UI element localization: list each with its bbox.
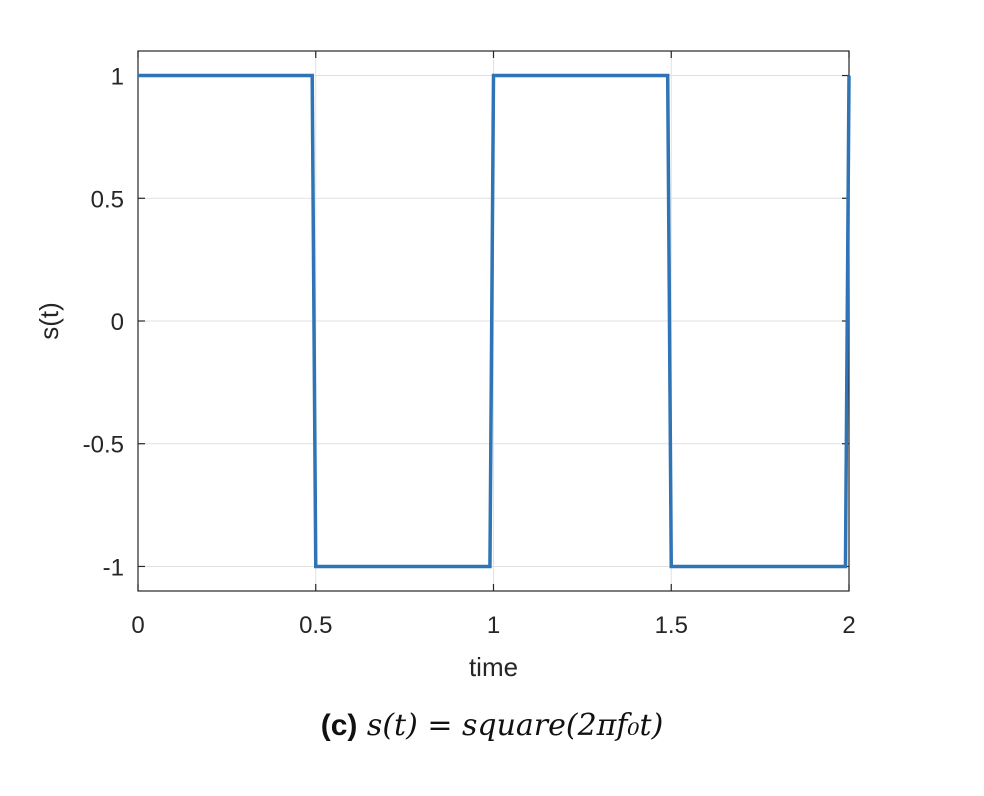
y-tick-label: 1 (111, 64, 124, 91)
x-tick-label: 0 (131, 612, 144, 639)
y-tick-label: -0.5 (83, 432, 124, 459)
tick-labels: 0 0.5 1 1.5 2 -1 -0.5 0 0.5 1 (83, 64, 856, 639)
x-axis-label: time (469, 652, 518, 682)
y-axis-label: s(t) (34, 302, 64, 340)
y-tick-label: 0 (111, 309, 124, 336)
caption-formula: s(t) = square(2πf₀t) (366, 708, 664, 743)
x-tick-label: 1.5 (655, 612, 688, 639)
x-tick-label: 2 (842, 612, 855, 639)
y-tick-label: -1 (103, 554, 124, 581)
y-tick-label: 0.5 (91, 186, 124, 213)
x-tick-label: 0.5 (299, 612, 332, 639)
square-wave-chart: 0 0.5 1 1.5 2 -1 -0.5 0 0.5 1 time s(t) (34, 50, 856, 682)
caption-label: (c) (320, 709, 358, 742)
series-line (138, 73, 851, 569)
x-tick-label: 1 (487, 612, 500, 639)
figure-caption: (c) s(t) = square(2πf₀t) (0, 708, 984, 743)
